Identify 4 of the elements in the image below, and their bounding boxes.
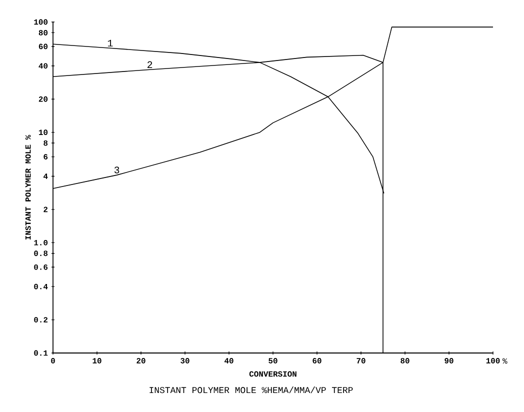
series-label: 3	[114, 166, 120, 174]
text: INSTANT POLYMER MOLE %HEMA/MMA/VP TERP	[150, 386, 353, 394]
series-label: 2	[148, 61, 152, 68]
series-label: 1	[108, 40, 113, 46]
